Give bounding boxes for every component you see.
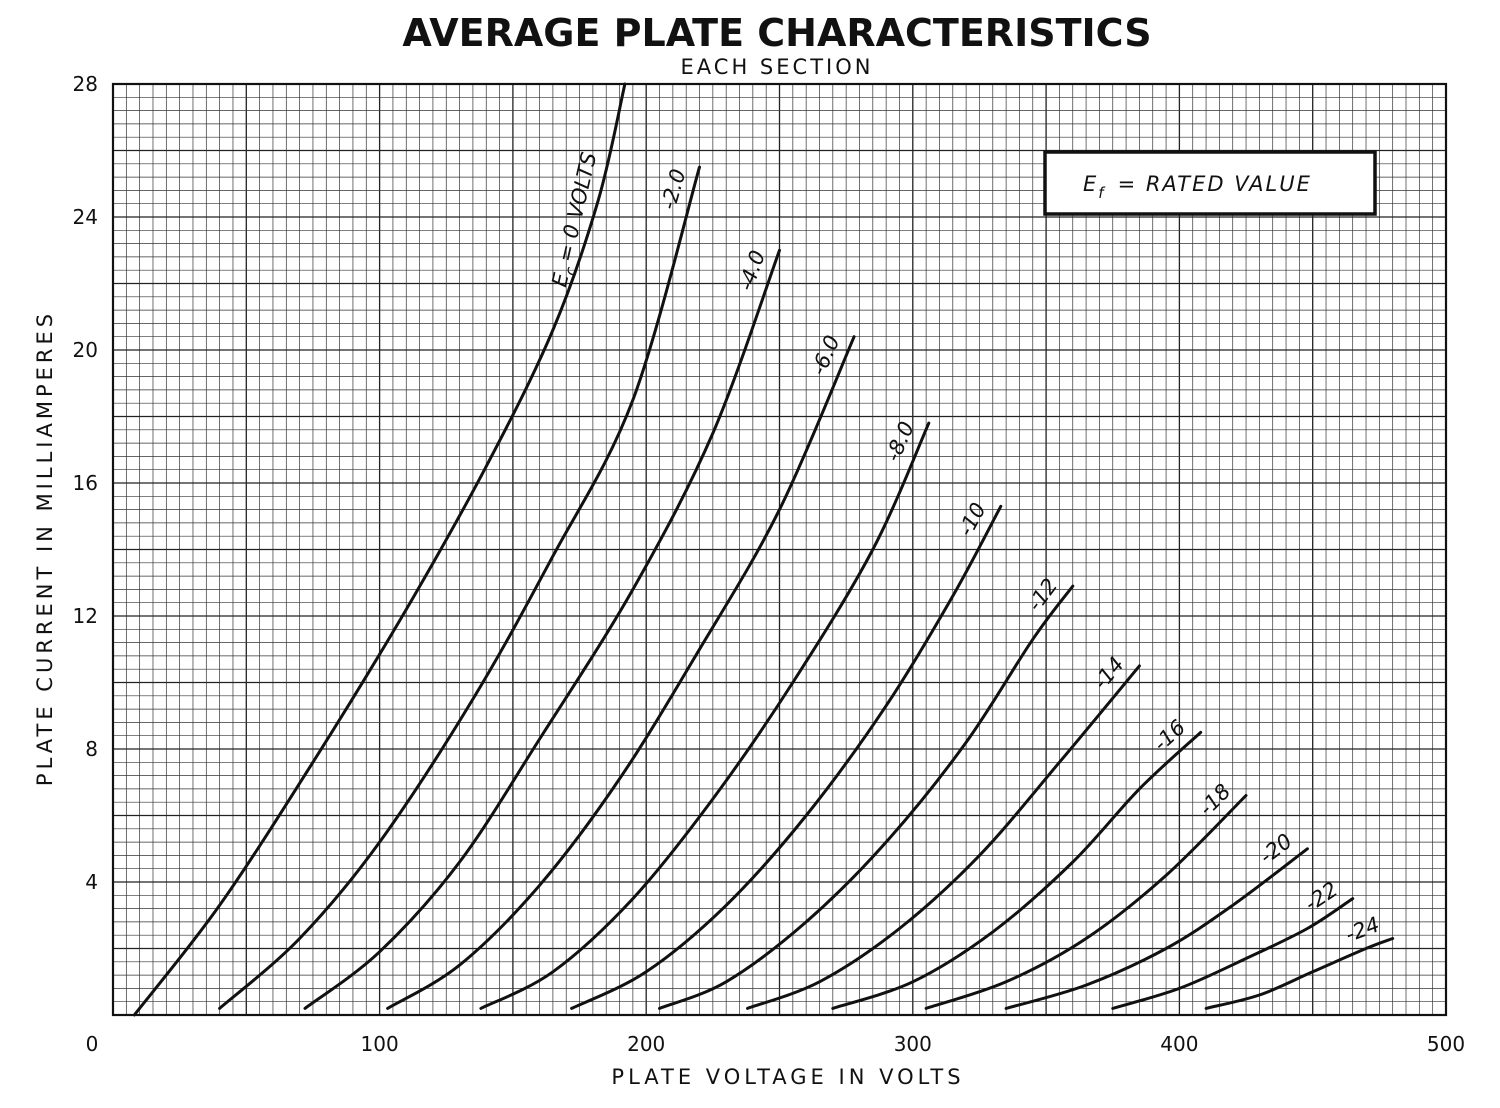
svg-text:Ef= RATED VALUE: Ef = RATED VALUE	[1083, 172, 1312, 202]
curve-line	[1004, 847, 1309, 1010]
curve-label-symbol: E	[547, 270, 574, 289]
chart-subtitle: EACH SECTION	[681, 55, 874, 79]
curve-label: -24	[1342, 912, 1383, 946]
curve-line	[1204, 937, 1395, 1010]
legend-subscript: f	[1098, 184, 1106, 202]
tick-labels: 0 100 200 300 400 500 4 8 12 16 20 24 28	[73, 72, 1466, 1056]
chart-title: AVERAGE PLATE CHARACTERISTICS	[402, 11, 1151, 55]
y-tick-label: 8	[85, 737, 98, 761]
curve-line	[218, 165, 701, 1010]
y-tick-label: 4	[85, 870, 98, 894]
legend-value: = RATED VALUE	[1118, 172, 1312, 196]
y-tick-label: 28	[73, 72, 98, 96]
grid	[111, 82, 1448, 1017]
plot-frame	[111, 82, 1448, 1017]
y-tick-label: 20	[73, 338, 98, 362]
x-tick-label: 300	[894, 1032, 932, 1056]
curve-line	[479, 421, 931, 1010]
legend-box: Ef = RATED VALUE	[1043, 150, 1377, 216]
curve-label: Ec= 0 VOLTS	[547, 150, 606, 290]
curve-line	[132, 82, 627, 1017]
curve-label: -2.0	[656, 166, 690, 212]
curve-line	[658, 584, 1075, 1010]
curve-line	[924, 794, 1248, 1010]
x-axis-label: PLATE VOLTAGE IN VOLTS	[611, 1065, 964, 1089]
curve-label: -16	[1149, 715, 1190, 756]
curve-line	[386, 335, 856, 1010]
curve-label-value: = 0 VOLTS	[553, 150, 601, 264]
x-tick-label: 500	[1427, 1032, 1465, 1056]
y-tick-label: 16	[73, 471, 98, 495]
curve-line	[831, 730, 1203, 1010]
curve-line	[303, 248, 781, 1010]
curves	[132, 82, 1395, 1017]
curve-label: -4.0	[734, 247, 771, 294]
curve-line	[1111, 897, 1355, 1010]
curve-label: -12	[1023, 574, 1063, 616]
y-tick-label: 24	[73, 205, 98, 229]
y-tick-label: 12	[73, 604, 98, 628]
x-tick-label: 200	[627, 1032, 665, 1056]
x-tick-label: 0	[86, 1032, 99, 1056]
legend-symbol: E	[1083, 172, 1098, 196]
y-axis-label: PLATE CURRENT IN MILLIAMPERES	[33, 310, 57, 786]
x-tick-label: 400	[1160, 1032, 1198, 1056]
x-tick-label: 100	[361, 1032, 399, 1056]
curve-line	[746, 664, 1141, 1010]
curve-line	[570, 504, 1003, 1010]
